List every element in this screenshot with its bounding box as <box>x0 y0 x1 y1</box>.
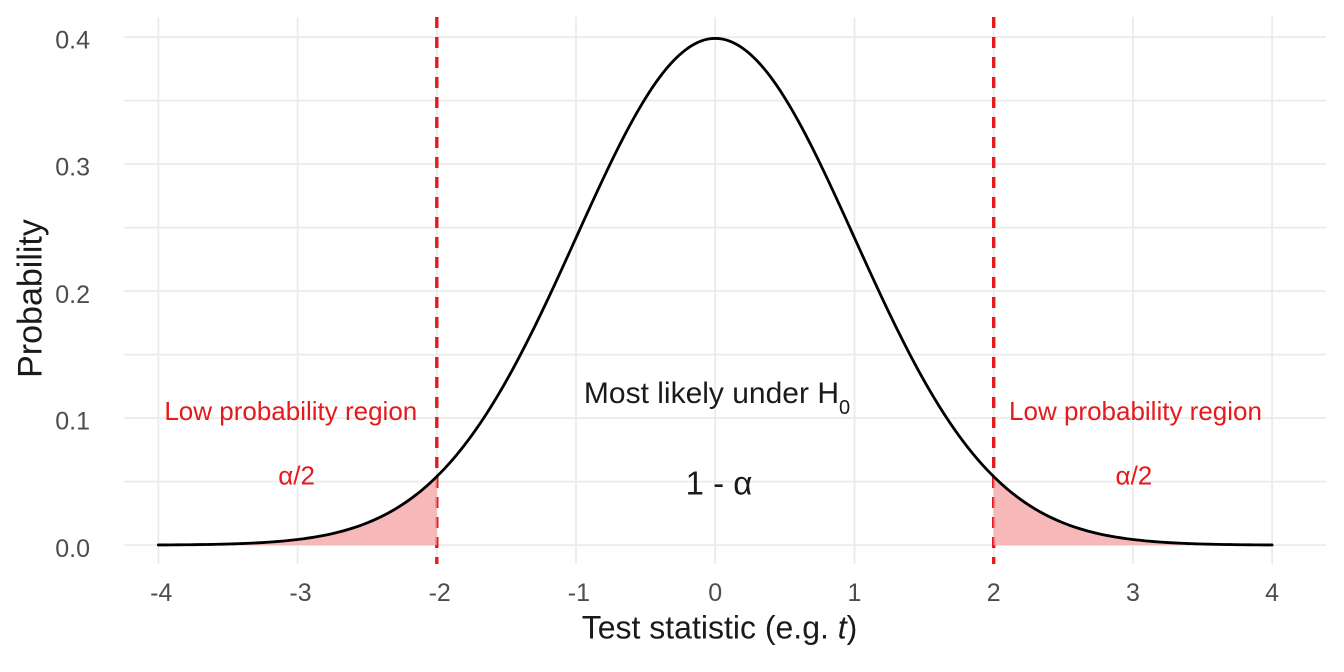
svg-text:0.2: 0.2 <box>55 281 90 309</box>
svg-text:3: 3 <box>1126 579 1140 607</box>
svg-text:Most likely under H0: Most likely under H0 <box>584 377 850 419</box>
svg-text:Low probability region: Low probability region <box>164 396 417 426</box>
svg-text:0.3: 0.3 <box>55 154 90 182</box>
svg-text:0.0: 0.0 <box>55 535 90 563</box>
svg-text:4: 4 <box>1265 579 1279 607</box>
svg-text:1 - α: 1 - α <box>686 464 753 501</box>
svg-text:Probability: Probability <box>11 219 49 378</box>
svg-text:Test statistic (e.g. t): Test statistic (e.g. t) <box>582 609 858 645</box>
svg-text:-2: -2 <box>429 579 451 607</box>
svg-text:0: 0 <box>708 579 722 607</box>
svg-text:1: 1 <box>848 579 862 607</box>
svg-text:α/2: α/2 <box>278 460 315 490</box>
svg-text:Low probability region: Low probability region <box>1009 396 1262 426</box>
svg-text:2: 2 <box>987 579 1001 607</box>
svg-text:-3: -3 <box>289 579 311 607</box>
svg-text:α/2: α/2 <box>1116 460 1153 490</box>
svg-text:0.4: 0.4 <box>55 27 90 55</box>
svg-text:0.1: 0.1 <box>55 408 90 436</box>
svg-text:-4: -4 <box>150 579 172 607</box>
svg-text:-1: -1 <box>568 579 590 607</box>
